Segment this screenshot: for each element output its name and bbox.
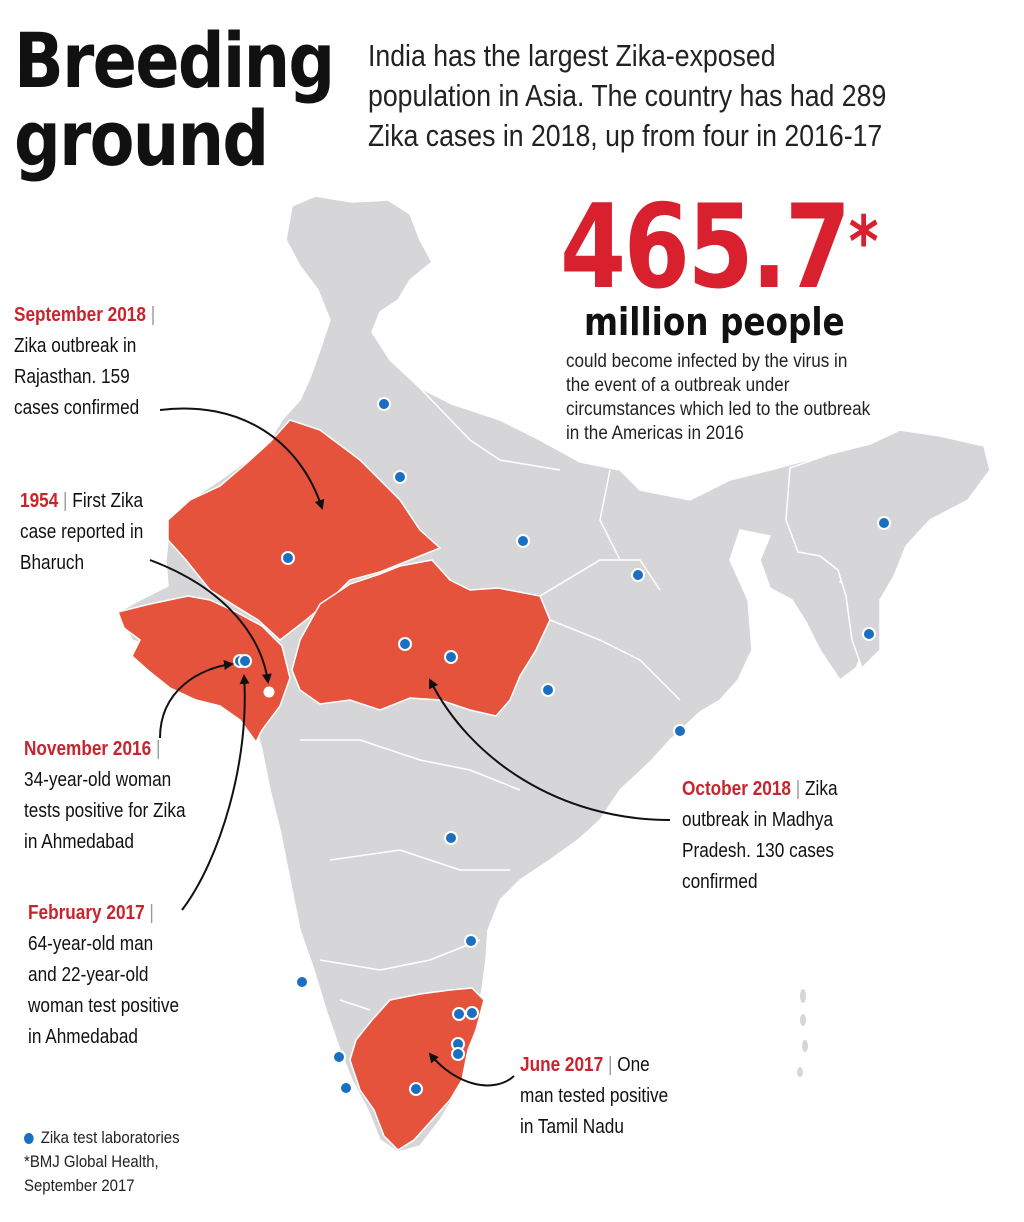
lab-dot (465, 1006, 479, 1020)
callout-date: 1954 (20, 490, 59, 512)
lab-dot (377, 397, 391, 411)
state-gujarat (117, 595, 291, 744)
headline-stat-value: 465.7* (560, 190, 879, 306)
page-title: Breeding ground (14, 16, 335, 183)
callout-ahmedabad-2017: February 2017 | 64-year-old man and 22-y… (28, 902, 180, 1048)
callout-date: February 2017 (28, 902, 145, 924)
headline-stat-marker: * (848, 201, 879, 283)
island-1 (800, 989, 806, 1003)
lab-dot (541, 683, 555, 697)
arrow-bharuch (149, 559, 272, 684)
state-borders (300, 387, 681, 1011)
source-note: *BMJ Global Health, September 2017 (24, 1150, 180, 1198)
arrow-rajasthan (159, 407, 325, 510)
callout-text: 64-year-old man and 22-year-old woman te… (28, 933, 180, 1048)
lab-dot (464, 934, 478, 948)
island-3 (802, 1040, 808, 1052)
callout-text: One man tested positive in Tamil Nadu (520, 1054, 669, 1138)
island-4 (797, 1067, 803, 1077)
lab-dots (233, 397, 891, 1096)
callout-arrows (149, 407, 671, 1087)
title-line-1: Breeding (14, 16, 335, 105)
lab-dot (452, 1007, 466, 1021)
callout-date: September 2018 (14, 304, 146, 326)
source-line-1: *BMJ Global Health, (24, 1152, 159, 1171)
intro-text: India has the largest Zika-exposed popul… (368, 38, 887, 153)
callout-text: 34-year-old woman tests positive for Zik… (24, 769, 186, 853)
lab-dot (398, 637, 412, 651)
legend-lab-item: Zika test laboratories (24, 1126, 180, 1150)
lab-dot (444, 650, 458, 664)
lab-dot (877, 516, 891, 530)
lab-dot (444, 831, 458, 845)
callout-rajasthan: September 2018 | Zika outbreak in Rajast… (14, 304, 156, 419)
callout-date: June 2017 (520, 1054, 604, 1076)
state-madhya-pradesh (291, 559, 551, 717)
title-line-2: ground (14, 94, 269, 183)
arrow-ahmedabad-2016 (159, 660, 234, 739)
headline-stat-note: could become infected by the virus in th… (566, 351, 871, 444)
island-2 (800, 1014, 806, 1026)
state-tamil-nadu (349, 987, 485, 1151)
callout-madhya-pradesh: October 2018 | Zika outbreak in Madhya P… (682, 778, 838, 893)
lab-dot (332, 1050, 346, 1064)
source-line-2: September 2017 (24, 1176, 135, 1195)
headline-stat-number: 465.7 (560, 180, 851, 315)
callout-text: First Zika case reported in Bharuch (20, 490, 144, 574)
bharuch-marker (260, 683, 278, 701)
northeast-region (785, 429, 991, 670)
lab-dot-icon (24, 1133, 34, 1145)
legend-lab-label: Zika test laboratories (40, 1128, 180, 1147)
callout-date: October 2018 (682, 778, 791, 800)
lab-dot (295, 975, 309, 989)
lab-dot (862, 627, 876, 641)
callout-ahmedabad-2016: November 2016 | 34-year-old woman tests … (24, 738, 186, 853)
lab-dot (238, 654, 252, 668)
lab-dot (409, 1082, 423, 1096)
arrow-tamil-nadu (428, 1052, 515, 1087)
arrow-ahmedabad-2017 (181, 674, 250, 911)
callout-text: Zika outbreak in Madhya Pradesh. 130 cas… (682, 778, 838, 893)
lab-dot (673, 724, 687, 738)
headline-stat-unit: million people (584, 300, 845, 344)
callout-text: Zika outbreak in Rajasthan. 159 cases co… (14, 335, 140, 419)
state-rajasthan (167, 419, 442, 641)
map-legend: Zika test laboratories *BMJ Global Healt… (24, 1126, 180, 1198)
lab-dot (339, 1081, 353, 1095)
callout-bharuch: 1954 | First Zika case reported in Bharu… (20, 490, 144, 574)
lab-dot (516, 534, 530, 548)
callout-date: November 2016 (24, 738, 152, 760)
callout-tamil-nadu: June 2017 | One man tested positive in T… (520, 1054, 669, 1138)
lab-dot (631, 568, 645, 582)
lab-dot (451, 1047, 465, 1061)
arrow-madhya-pradesh (429, 678, 671, 821)
lab-dot (393, 470, 407, 484)
lab-dot (281, 551, 295, 565)
